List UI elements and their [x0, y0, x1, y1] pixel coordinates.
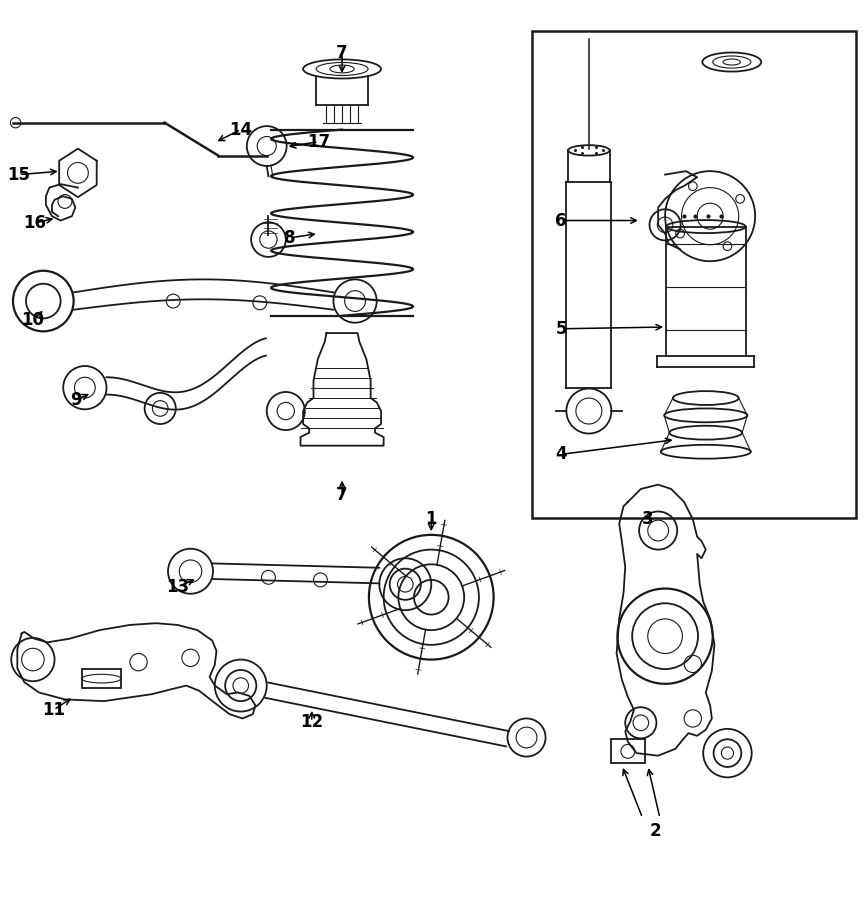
Text: 12: 12: [301, 713, 323, 731]
Text: 11: 11: [42, 701, 65, 719]
Text: 15: 15: [8, 166, 30, 184]
Text: 13: 13: [166, 578, 189, 596]
Bar: [82, 669, 121, 689]
Text: 16: 16: [23, 214, 46, 232]
Text: 2: 2: [650, 822, 662, 840]
Bar: [532, 31, 856, 517]
Text: 7: 7: [336, 44, 348, 62]
Text: 17: 17: [307, 132, 330, 150]
Text: 8: 8: [284, 229, 296, 247]
Text: 10: 10: [22, 311, 44, 329]
Text: 7: 7: [336, 486, 348, 504]
Text: 9: 9: [70, 391, 82, 409]
Bar: [611, 739, 645, 763]
Text: 4: 4: [555, 446, 567, 464]
Text: 3: 3: [642, 510, 654, 528]
Text: 6: 6: [555, 212, 567, 230]
Text: 5: 5: [555, 320, 567, 338]
Text: 14: 14: [229, 121, 252, 139]
Text: 1: 1: [425, 510, 437, 528]
